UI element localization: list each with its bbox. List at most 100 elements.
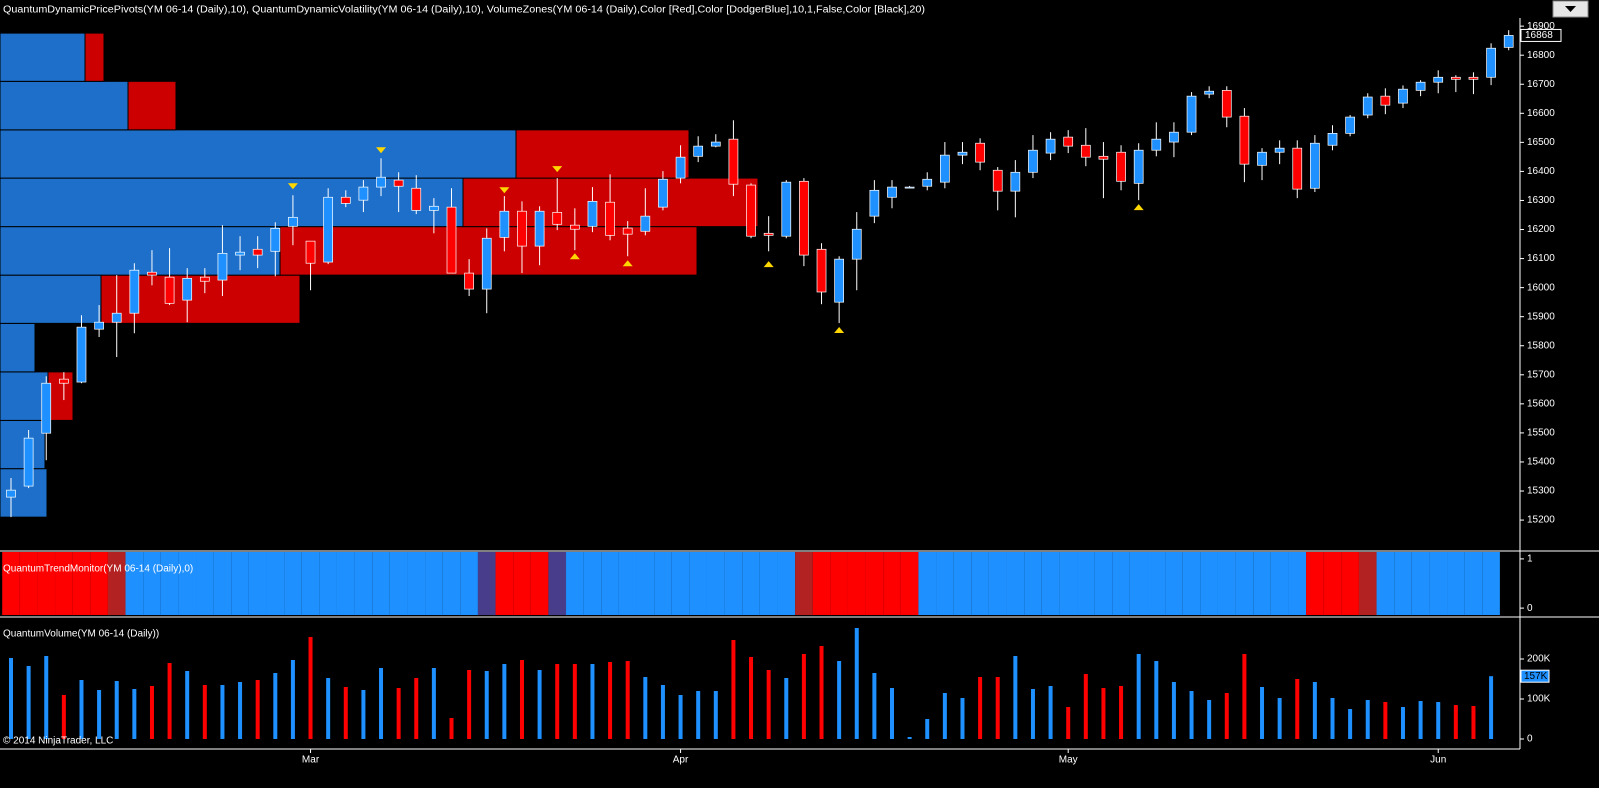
trend-cell <box>1200 552 1218 615</box>
y-tick-label: 16700 <box>1527 79 1555 90</box>
candle-body <box>481 237 492 290</box>
trend-cell <box>1270 552 1289 615</box>
trend-cell <box>354 552 373 615</box>
trend-cell <box>336 552 355 615</box>
trend-cell <box>1411 552 1430 615</box>
volume-bar <box>1418 701 1423 739</box>
volume-bar <box>872 673 877 739</box>
trend-cell <box>1129 552 1148 615</box>
candle-body <box>940 154 950 183</box>
trend-cell <box>689 552 707 615</box>
last-price-label: 16868 <box>1525 30 1553 41</box>
trend-cell <box>55 552 73 615</box>
trend-cell <box>1288 552 1307 615</box>
y-tick-label: 16600 <box>1527 108 1555 119</box>
volume-title: QuantumVolume(YM 06-14 (Daily)) <box>3 629 159 640</box>
trend-cell <box>1447 552 1465 615</box>
trend-cell <box>160 552 179 615</box>
candle-body <box>111 312 122 323</box>
trend-cell <box>107 552 126 615</box>
candle-body <box>1239 115 1250 165</box>
trend-cell <box>1341 552 1359 615</box>
volume-bar <box>572 664 577 739</box>
trend-cell <box>1041 552 1060 615</box>
volume-zone-up <box>0 274 102 324</box>
candle-body <box>1345 116 1355 134</box>
volume-bar <box>678 695 683 739</box>
trend-cell <box>583 552 602 615</box>
trend-title: QuantumTrendMonitor(YM 06-14 (Daily),0) <box>3 564 193 575</box>
candle-body <box>1116 151 1126 182</box>
volume-bar <box>942 693 947 739</box>
candle-body <box>1063 136 1074 147</box>
volume-bar <box>202 685 207 739</box>
trend-cell <box>1024 552 1042 615</box>
x-tick-label: Apr <box>673 755 689 766</box>
candle-body <box>1151 138 1162 151</box>
candle-body <box>534 210 545 247</box>
y-tick-label: 16200 <box>1527 224 1555 235</box>
candle-body <box>1327 132 1338 146</box>
volume-bar <box>696 691 701 739</box>
trend-cell <box>618 552 637 615</box>
trend-cell <box>601 552 619 615</box>
volume-bar <box>1189 691 1194 739</box>
y-tick-label: 16100 <box>1527 253 1555 264</box>
trend-cell <box>1394 552 1412 615</box>
volume-bar <box>502 664 507 739</box>
volume-bar <box>643 677 648 739</box>
y-tick-label: 16000 <box>1527 282 1555 293</box>
trend-cell <box>477 552 496 615</box>
menu-arrow[interactable] <box>1565 6 1576 12</box>
y-tick-label: 15800 <box>1527 340 1555 351</box>
candle-body <box>323 196 334 263</box>
volume-zone-up <box>0 371 49 421</box>
x-tick-label: Mar <box>302 755 320 766</box>
volume-bar <box>925 719 930 739</box>
candle-body <box>411 187 422 211</box>
candle-body <box>1186 95 1197 133</box>
volume-bar <box>1436 702 1441 739</box>
y-tick-label: 15900 <box>1527 311 1555 322</box>
trend-cell <box>1112 552 1130 615</box>
trend-cell <box>442 552 461 615</box>
volume-bar <box>1066 707 1071 739</box>
y-tick-label: 16400 <box>1527 166 1555 177</box>
trend-cell <box>407 552 426 615</box>
candle-body <box>358 186 369 201</box>
volume-bar <box>1030 689 1035 739</box>
menu-button[interactable] <box>1552 0 1589 18</box>
trend-cell <box>301 552 320 615</box>
trend-cell <box>883 552 901 615</box>
volume-bar <box>290 660 295 739</box>
pivot-low <box>1133 204 1144 211</box>
trend-cell <box>125 552 144 615</box>
volume-bar <box>1277 698 1282 739</box>
candle-body <box>728 138 739 185</box>
volume-zone-up <box>0 32 86 82</box>
candle-body <box>376 176 386 188</box>
candle-body <box>922 178 933 187</box>
candle-body <box>1204 90 1215 95</box>
candle-body <box>1433 76 1444 83</box>
y-tick-label: 15600 <box>1527 398 1555 409</box>
candle-body <box>675 156 686 179</box>
candle-body <box>1398 88 1408 104</box>
volume-bar <box>1383 702 1388 739</box>
volume-bar <box>114 681 119 739</box>
volume-bar <box>1453 705 1458 739</box>
trend-cell <box>1147 552 1166 615</box>
volume-bar <box>414 678 419 739</box>
pivot-low <box>569 253 580 260</box>
trend-cell <box>706 552 725 615</box>
candle-body <box>499 210 510 238</box>
y-tick-label: 16900 <box>1527 21 1555 32</box>
candle-body <box>6 489 16 498</box>
volume-bar <box>1260 687 1265 739</box>
y-tick-label: 16500 <box>1527 137 1555 148</box>
volume-bar <box>625 661 630 739</box>
volume-bar <box>766 670 771 739</box>
trend-cell <box>72 552 91 615</box>
volume-zone-down <box>515 129 690 179</box>
